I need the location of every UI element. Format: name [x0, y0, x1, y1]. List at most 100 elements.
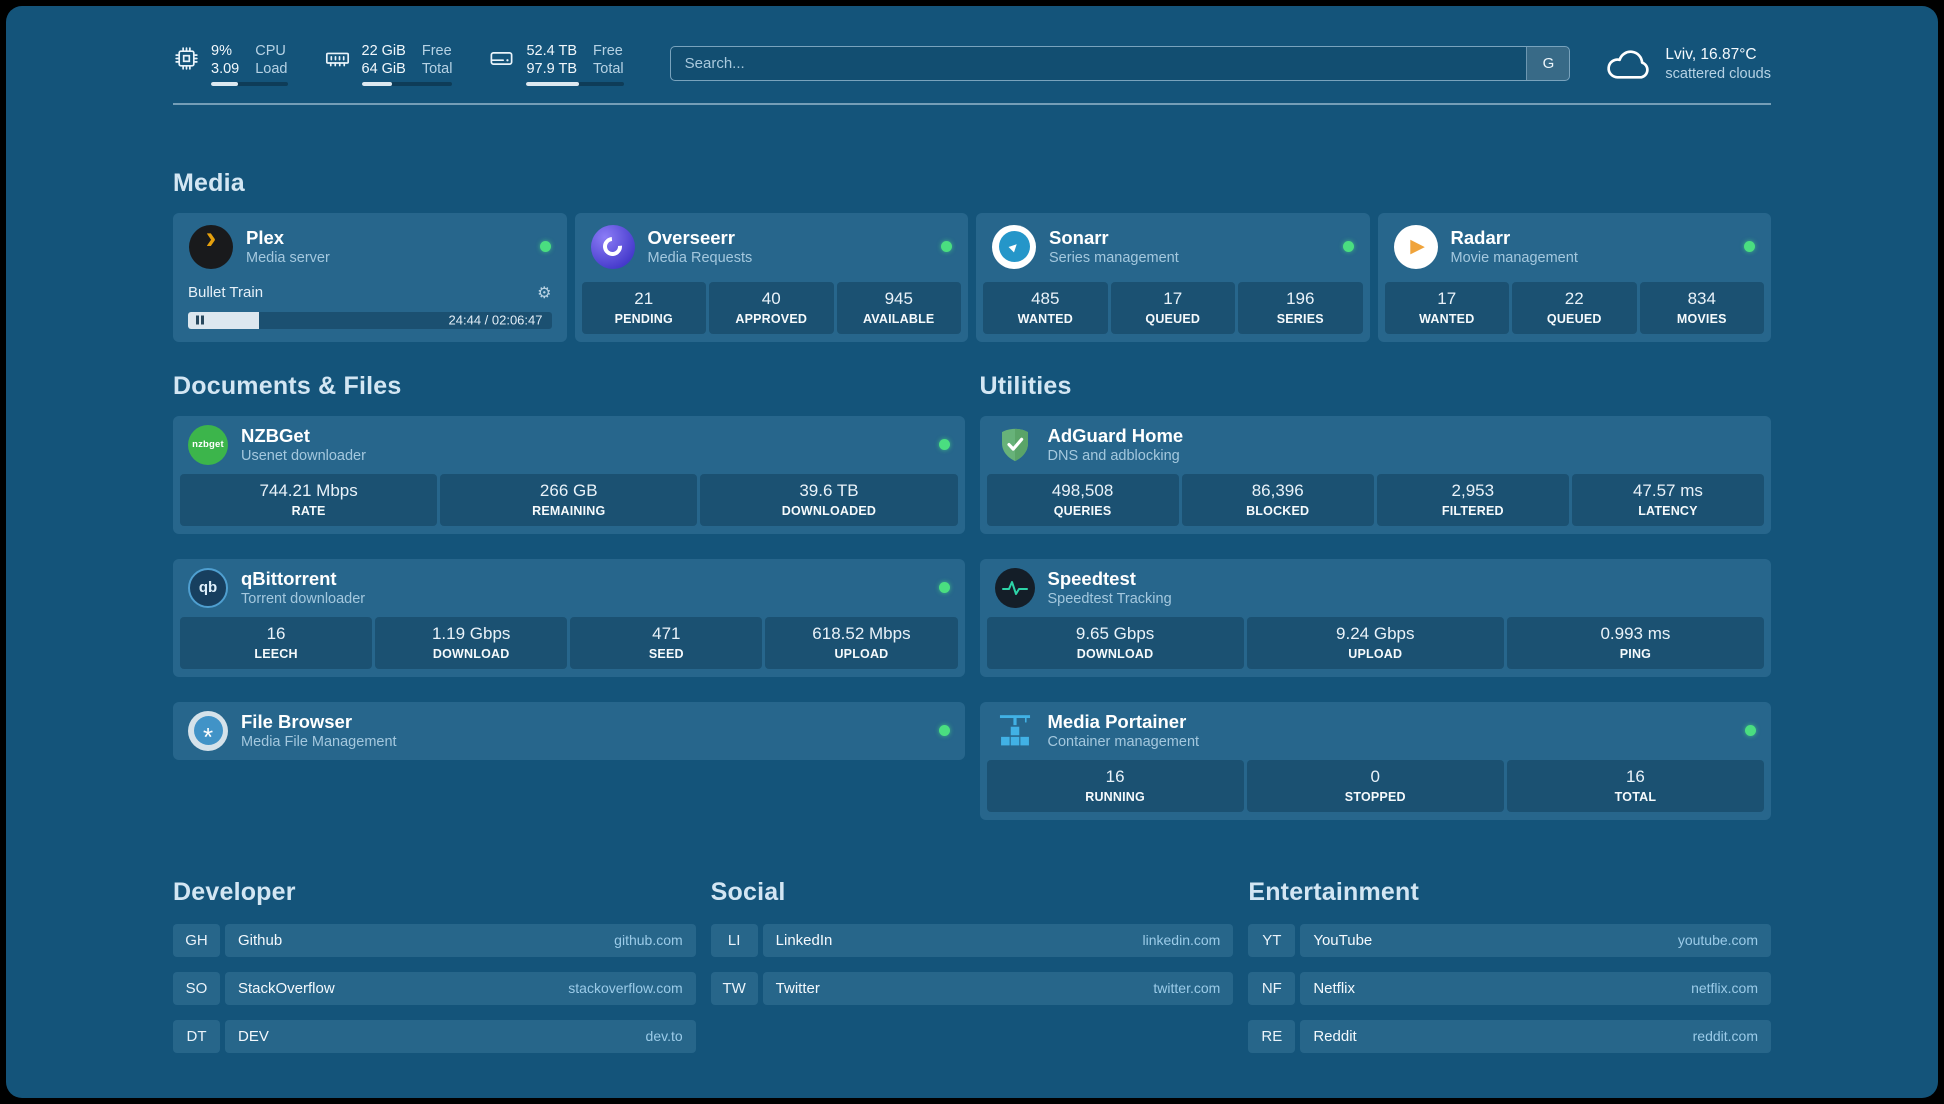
- bookmark-abbr: SO: [173, 971, 220, 1005]
- service-name: Speedtest: [1047, 568, 1136, 589]
- service-card-speedtest[interactable]: Speedtest Speedtest Tracking 9.65 Gbps DO…: [979, 558, 1771, 677]
- gear-icon[interactable]: [537, 283, 551, 303]
- stat-label: DOWNLOAD: [432, 646, 510, 661]
- bookmark-stackoverflow[interactable]: SO StackOverflow stackoverflow.com: [173, 971, 696, 1005]
- weather-location: Lviv, 16.87°C: [1665, 45, 1757, 63]
- bookmark-dev[interactable]: DT DEV dev.to: [173, 1019, 696, 1053]
- stat-tile: 40 APPROVED: [709, 281, 834, 334]
- stat-tile: 266 GB REMAINING: [440, 473, 698, 526]
- stat-tile: 17 QUEUED: [1110, 281, 1235, 334]
- weather-condition: scattered clouds: [1665, 65, 1771, 82]
- service-name: Media Portainer: [1047, 711, 1187, 732]
- bookmark-domain: github.com: [614, 932, 683, 948]
- stat-tile: 2,953 FILTERED: [1376, 473, 1569, 526]
- stat-label: MOVIES: [1676, 311, 1727, 326]
- bookmark-abbr: GH: [173, 923, 220, 957]
- pause-icon[interactable]: [196, 315, 204, 325]
- stat-value: 40: [761, 288, 781, 308]
- stat-value: 266 GB: [539, 480, 598, 500]
- stat-value: 86,396: [1251, 480, 1304, 500]
- bookmark-name: Netflix: [1313, 979, 1356, 997]
- bookmark-domain: linkedin.com: [1142, 932, 1221, 948]
- stat-value: 834: [1687, 288, 1716, 308]
- resource-widget-memory: 22 GiB Free 64 GiB Total: [324, 42, 453, 86]
- bookmark-youtube[interactable]: YT YouTube youtube.com: [1248, 923, 1771, 957]
- bookmark-netflix[interactable]: NF Netflix netflix.com: [1248, 971, 1771, 1005]
- stat-value: 471: [652, 623, 681, 643]
- stat-label: DOWNLOAD: [1076, 646, 1154, 661]
- search-provider-button[interactable]: G: [1526, 47, 1570, 81]
- bookmark-name: Github: [238, 931, 283, 949]
- resource-label: Total: [421, 61, 453, 77]
- overseerr-icon: [590, 224, 635, 269]
- stat-tile: 16 TOTAL: [1506, 759, 1765, 812]
- resource-value: 9%: [211, 43, 232, 59]
- bookmark-group-developer: Developer GH Github github.com SO StackOv…: [173, 878, 696, 1068]
- resource-value: 52.4 TB: [526, 43, 578, 59]
- service-name: Overseerr: [647, 227, 735, 248]
- stat-value: 0: [1370, 766, 1380, 786]
- stat-label: BLOCKED: [1246, 503, 1310, 518]
- stat-label: WANTED: [1419, 311, 1475, 326]
- stat-tile: 22 QUEUED: [1512, 281, 1637, 334]
- status-dot: [938, 439, 950, 450]
- status-dot: [941, 241, 952, 252]
- service-name: AdGuard Home: [1047, 425, 1184, 446]
- bookmark-domain: dev.to: [645, 1028, 683, 1044]
- stat-tile: 196 SERIES: [1238, 281, 1363, 334]
- resource-label: Free: [421, 43, 452, 59]
- stat-label: QUEUED: [1546, 311, 1602, 326]
- resource-monitors: 9% CPU 3.09 Load 22 GiB Free: [173, 42, 624, 86]
- bookmark-group-entertainment: Entertainment YT YouTube youtube.com NF N…: [1248, 878, 1771, 1068]
- playback-time: 24:44 / 02:06:47: [448, 312, 543, 328]
- disk-icon: [491, 52, 513, 65]
- stat-label: WANTED: [1017, 311, 1073, 326]
- stat-tile: 0.993 ms PING: [1506, 616, 1765, 669]
- now-playing-title: Bullet Train: [188, 284, 264, 301]
- service-name: File Browser: [241, 711, 353, 732]
- bookmark-github[interactable]: GH Github github.com: [173, 923, 696, 957]
- service-subtitle: Media server: [246, 250, 330, 266]
- resource-value: 64 GiB: [361, 61, 406, 77]
- stat-label: RUNNING: [1085, 789, 1145, 804]
- stat-tile: 471 SEED: [570, 616, 763, 669]
- stat-tile: 86,396 BLOCKED: [1181, 473, 1374, 526]
- section-utilities: Utilities AdGuard Home DNS and adblockin…: [979, 372, 1771, 820]
- playback-progress-bar[interactable]: 24:44 / 02:06:47: [188, 311, 552, 329]
- service-subtitle: Media File Management: [241, 734, 397, 750]
- stat-value: 9.65 Gbps: [1075, 623, 1155, 643]
- resource-widget-cpu: 9% CPU 3.09 Load: [173, 42, 288, 86]
- service-subtitle: Usenet downloader: [241, 448, 366, 464]
- stat-tile: 945 AVAILABLE: [836, 281, 961, 334]
- service-card-adguard[interactable]: AdGuard Home DNS and adblocking 498,508 Q…: [979, 415, 1771, 534]
- service-name: qBittorrent: [241, 568, 337, 589]
- stat-value: 16: [1105, 766, 1125, 786]
- resource-label: Load: [255, 61, 288, 77]
- bookmark-twitter[interactable]: TW Twitter twitter.com: [710, 971, 1234, 1005]
- service-card-radarr[interactable]: Radarr Movie management 17 WANTED 22 QUEUE…: [1377, 212, 1771, 342]
- stat-value: 47.57 ms: [1632, 480, 1703, 500]
- service-card-plex[interactable]: Plex Media server Bullet Train 24:44 / 0…: [173, 212, 567, 342]
- resource-label: CPU: [255, 43, 286, 59]
- stat-value: 2,953: [1451, 480, 1495, 500]
- stat-label: LATENCY: [1638, 503, 1698, 518]
- stat-label: SEED: [648, 646, 684, 661]
- service-subtitle: Media Requests: [647, 250, 753, 266]
- stat-label: QUEUED: [1145, 311, 1201, 326]
- bookmark-abbr: TW: [710, 971, 758, 1005]
- service-name: NZBGet: [241, 425, 310, 446]
- bookmark-reddit[interactable]: RE Reddit reddit.com: [1248, 1019, 1771, 1053]
- stat-value: 0.993 ms: [1600, 623, 1671, 643]
- service-card-overseerr[interactable]: Overseerr Media Requests 21 PENDING 40 APP…: [574, 212, 968, 342]
- service-card-sonarr[interactable]: Sonarr Series management 485 WANTED 17 QUE…: [976, 212, 1370, 342]
- bookmark-linkedin[interactable]: LI LinkedIn linkedin.com: [710, 923, 1234, 957]
- service-card-filebrowser[interactable]: File Browser Media File Management: [173, 701, 965, 760]
- search-input[interactable]: [670, 47, 1527, 81]
- stat-tile: 16 LEECH: [180, 616, 373, 669]
- service-card-portainer[interactable]: Media Portainer Container management 16 R…: [979, 701, 1771, 820]
- service-card-nzbget[interactable]: nzbget NZBGet Usenet downloader 744.21 M…: [173, 415, 965, 534]
- service-card-qbittorrent[interactable]: qb qBittorrent Torrent downloader 16 LEEC…: [173, 558, 965, 677]
- service-subtitle: Torrent downloader: [241, 591, 366, 607]
- stat-value: 21: [634, 288, 654, 308]
- bookmark-abbr: DT: [173, 1019, 220, 1053]
